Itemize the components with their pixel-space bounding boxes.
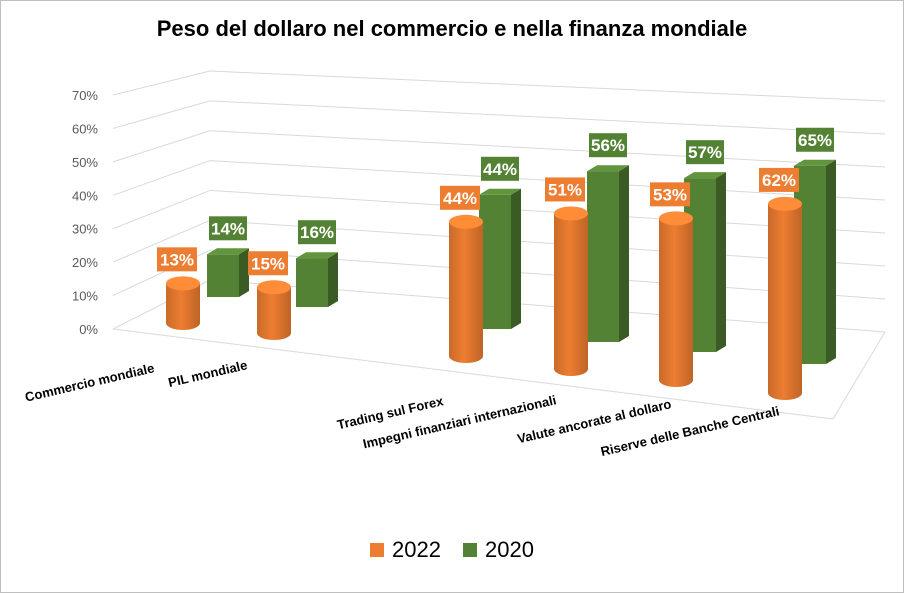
bar-2020: [587, 171, 619, 342]
bar-2022: [768, 203, 802, 400]
data-label-2022: 13%: [160, 250, 194, 269]
bar-2022-top: [166, 276, 200, 291]
data-label-2020-box: [209, 216, 247, 241]
data-label-2022-box: [545, 177, 585, 202]
category-label: Commercio mondiale: [23, 360, 155, 404]
gridline-back: [209, 70, 886, 102]
legend-label-2020: 2020: [485, 537, 534, 562]
legend-item-2020: 2020: [463, 537, 534, 563]
data-label-2020: 14%: [211, 219, 245, 238]
bar-2020-top: [794, 159, 836, 166]
y-tick-label: 70%: [72, 88, 98, 103]
bar-2020-top: [207, 248, 249, 255]
bar-2022-top: [768, 196, 802, 211]
data-label-2022: 15%: [251, 254, 285, 273]
data-label-2022: 51%: [548, 180, 582, 199]
bar-2022: [257, 287, 291, 340]
data-label-2022-box: [650, 182, 690, 207]
gridline-side: [112, 160, 211, 196]
gridline-back: [209, 130, 886, 168]
gridline-side: [112, 219, 211, 263]
bar-2022-top: [554, 206, 588, 221]
y-tick-label: 30%: [72, 222, 98, 237]
bar-2022: [166, 283, 200, 330]
bar-2020-side: [239, 248, 249, 297]
gridline-side: [112, 100, 211, 129]
bar-2020-top: [479, 188, 521, 195]
bar-2020: [207, 254, 239, 297]
floor-right-edge: [832, 331, 886, 420]
gridline-back: [209, 100, 886, 135]
data-label-2020: 16%: [300, 223, 334, 242]
bar-2022-top: [257, 280, 291, 295]
data-label-2020: 57%: [688, 143, 722, 162]
bar-2020-side: [511, 188, 521, 329]
legend-item-2022: 2022: [370, 537, 441, 563]
bar-2020-top: [587, 165, 629, 172]
data-label-2022-box: [248, 251, 288, 276]
legend-swatch-2022: [370, 543, 385, 557]
bar-2020-top: [296, 252, 338, 259]
data-label-2022-box: [759, 167, 799, 192]
y-tick-label: 40%: [72, 188, 98, 203]
bar-2020: [296, 258, 328, 307]
data-label-2020: 56%: [591, 136, 625, 155]
legend-label-2022: 2022: [392, 537, 441, 562]
data-label-2020: 44%: [483, 160, 517, 179]
bar-2022-top: [659, 211, 693, 226]
gridline-side: [112, 70, 211, 96]
bar-2020-side: [716, 172, 726, 352]
y-tick-label: 50%: [72, 155, 98, 170]
legend: 2022 2020: [0, 537, 904, 563]
data-label-2020-box: [481, 156, 519, 181]
data-label-2020-box: [589, 133, 627, 158]
bar-2020-side: [826, 159, 836, 364]
y-tick-label: 60%: [72, 121, 98, 136]
bar-2022: [449, 221, 483, 363]
y-tick-label: 10%: [72, 289, 98, 304]
bar-2022: [659, 218, 693, 387]
y-tick-label: 20%: [72, 255, 98, 270]
gridline-side: [112, 130, 211, 163]
bar-2020: [479, 194, 511, 329]
y-tick-label: 0%: [79, 322, 98, 337]
data-label-2020-box: [686, 140, 724, 165]
category-label: PIL mondiale: [167, 357, 249, 390]
data-label-2022-box: [440, 185, 480, 210]
data-label-2020-box: [298, 220, 336, 245]
bar-2022-top: [449, 214, 483, 229]
data-label-2020-box: [796, 127, 834, 152]
bar-2020-top: [684, 172, 726, 179]
data-label-2020: 65%: [798, 131, 832, 150]
data-label-2022: 62%: [762, 171, 796, 190]
legend-swatch-2020: [463, 543, 477, 557]
bar-2020-side: [619, 165, 629, 342]
data-label-2022: 53%: [653, 185, 687, 204]
bar-2022: [554, 213, 588, 376]
bar-2020-side: [328, 252, 338, 307]
floor-front-edge: [112, 328, 834, 420]
gridline-side: [112, 189, 211, 230]
chart-title: Peso del dollaro nel commercio e nella f…: [156, 16, 748, 41]
data-label-2022: 44%: [443, 189, 477, 208]
data-label-2022-box: [157, 247, 197, 272]
